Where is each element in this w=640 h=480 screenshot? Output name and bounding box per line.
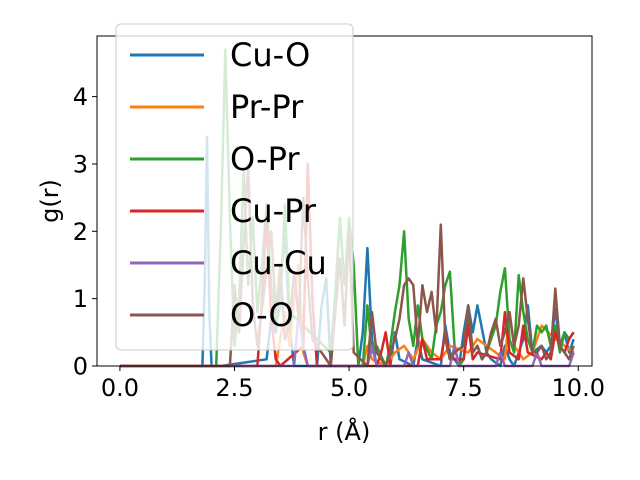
legend: Cu-O Pr-Pr O-Pr Cu-Pr Cu-Cu O-O bbox=[115, 23, 354, 351]
y-tick-label: 0 bbox=[73, 353, 88, 381]
y-tick-label: 3 bbox=[73, 150, 88, 178]
x-tick-label: 7.5 bbox=[445, 374, 483, 402]
x-axis-ticks: 0.0 2.5 5.0 7.5 10.0 bbox=[101, 366, 605, 402]
y-tick-label: 1 bbox=[73, 285, 88, 313]
x-tick-label: 10.0 bbox=[552, 374, 605, 402]
x-tick-label: 2.5 bbox=[215, 374, 253, 402]
x-tick-label: 5.0 bbox=[330, 374, 368, 402]
legend-label-cu-o: Cu-O bbox=[230, 36, 310, 74]
legend-label-cu-cu: Cu-Cu bbox=[230, 244, 327, 282]
legend-label-cu-pr: Cu-Pr bbox=[230, 192, 317, 230]
y-tick-label: 4 bbox=[73, 83, 88, 111]
x-axis-label: r (Å) bbox=[318, 417, 371, 446]
y-axis-ticks: 0 1 2 3 4 bbox=[73, 83, 97, 381]
x-tick-label: 0.0 bbox=[101, 374, 139, 402]
y-tick-label: 2 bbox=[73, 218, 88, 246]
legend-label-o-pr: O-Pr bbox=[230, 140, 300, 178]
y-axis-label: g(r) bbox=[36, 179, 64, 223]
legend-label-pr-pr: Pr-Pr bbox=[230, 88, 304, 126]
legend-label-o-o: O-O bbox=[230, 296, 294, 334]
